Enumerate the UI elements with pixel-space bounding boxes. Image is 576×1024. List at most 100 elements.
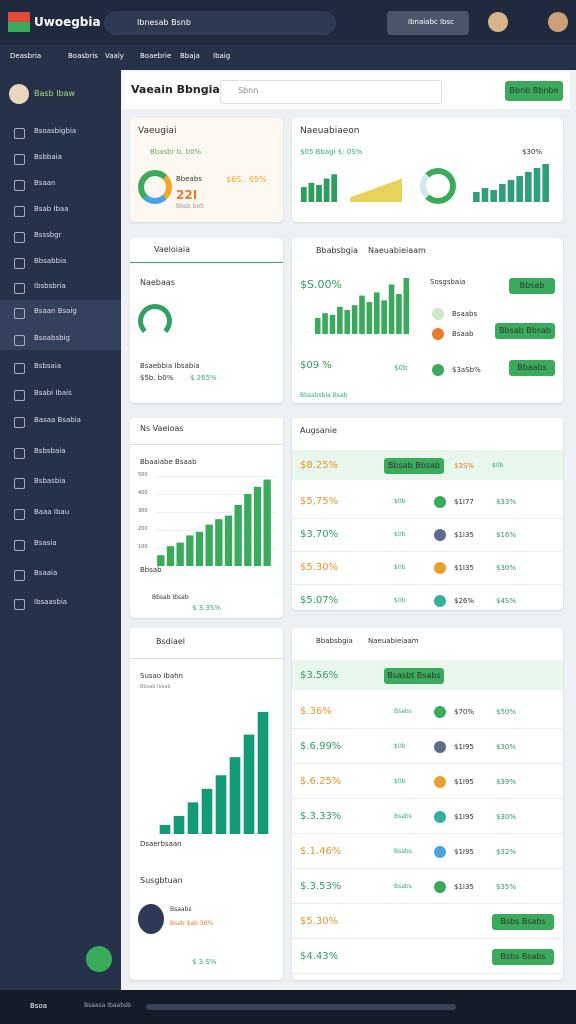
- sidebar-item[interactable]: Ibsaasbia: [34, 598, 68, 606]
- button[interactable]: Bsbs Bsabs: [492, 949, 554, 965]
- label: $5b. b0%: [140, 374, 174, 382]
- sidebar-icon: [14, 390, 25, 401]
- button[interactable]: Bbsab Bbsab: [495, 323, 555, 339]
- label: Bbsab Ibsab: [140, 684, 171, 690]
- cell-tag: $0b: [394, 597, 406, 604]
- card: Naeuabiaeon $05 Bbagi $: 0S% $30%: [292, 118, 563, 222]
- cell-value: $.1.46%: [300, 846, 342, 857]
- button[interactable]: Bbsab Bbsab: [384, 458, 444, 474]
- cell-amount: $1I77: [454, 498, 474, 506]
- nav-bar: [0, 45, 576, 70]
- sidebar-item[interactable]: Bsaan: [34, 179, 56, 187]
- bar-chart: [314, 278, 410, 334]
- cell-pct: $16%: [496, 531, 517, 539]
- sidebar-icon: [14, 258, 25, 269]
- search-text: Ibnesab Bsnb: [137, 18, 191, 27]
- fab[interactable]: [86, 946, 112, 972]
- sidebar-item[interactable]: Bsbsaia: [34, 362, 62, 370]
- profile-photo: [138, 904, 164, 934]
- status-dot: [432, 364, 444, 376]
- bar: [300, 187, 307, 202]
- label: Bbsab: [140, 566, 162, 574]
- bar: [337, 306, 343, 334]
- bar-chart: [157, 479, 271, 566]
- sidebar-item[interactable]: Bsbsbaia: [34, 447, 66, 455]
- bar: [263, 479, 271, 566]
- sidebar-icon: [14, 448, 25, 459]
- cell-value: $5.07%: [300, 595, 339, 606]
- search-box[interactable]: [104, 11, 336, 35]
- row-divider: [292, 518, 563, 519]
- status-dot: [434, 595, 446, 607]
- label: 22I: [176, 188, 198, 202]
- nav-item[interactable]: Boaebrie: [140, 52, 172, 60]
- bar: [329, 314, 336, 334]
- sidebar-item[interactable]: Basaa Bsabia: [34, 416, 81, 424]
- label: Bsaabs: [452, 310, 478, 318]
- nav-item[interactable]: Deasbria: [10, 52, 42, 60]
- cta-button[interactable]: Bbnb Bbnbe: [505, 81, 563, 101]
- main-search[interactable]: [220, 80, 442, 104]
- sidebar-icon: [14, 283, 25, 294]
- sidebar-item[interactable]: Bsabi Ibais: [34, 389, 72, 397]
- bar: [381, 300, 387, 334]
- cell-amount: $1I95: [454, 743, 474, 751]
- button[interactable]: Bsasbt Bsabs: [384, 668, 444, 684]
- label: Naeuabieiaam: [368, 637, 419, 645]
- cell-value: $5.30%: [300, 916, 339, 927]
- cell-amount: $1I35: [454, 883, 474, 891]
- bar: [157, 555, 165, 566]
- y-tick-label: 500: [138, 472, 148, 478]
- button[interactable]: Bbaabs: [509, 360, 555, 376]
- nav-item[interactable]: Bbaja: [180, 52, 200, 60]
- sidebar-icon: [14, 540, 25, 551]
- sidebar-item[interactable]: Bsoabsbig: [34, 334, 70, 342]
- main-header: [122, 71, 570, 109]
- sidebar-item[interactable]: Bsoasbigbia: [34, 127, 77, 135]
- sidebar-item[interactable]: Bsbbaia: [34, 153, 62, 161]
- sidebar-item[interactable]: Baaa Ibau: [34, 508, 70, 516]
- cell-tag: $0b: [394, 498, 406, 505]
- bar: [366, 302, 373, 334]
- bar: [481, 188, 489, 202]
- sidebar-item[interactable]: Bsbasbia: [34, 477, 66, 485]
- sidebar: [0, 70, 121, 990]
- cell-value: $.6.25%: [300, 776, 342, 787]
- sidebar-item[interactable]: Bsab Ibaa: [34, 205, 69, 213]
- cell-pct: $30%: [496, 743, 517, 751]
- cell-tag: $0b: [394, 743, 406, 750]
- scrollbar[interactable]: [146, 1004, 456, 1010]
- avatar[interactable]: [548, 12, 568, 32]
- nav-item[interactable]: Ibaig: [213, 52, 231, 60]
- user-chip[interactable]: [387, 11, 469, 35]
- sidebar-item[interactable]: Ibsbsbria: [34, 282, 66, 290]
- label: Vaeugiai: [138, 126, 177, 136]
- row-divider: [292, 584, 563, 585]
- sidebar-item[interactable]: Bsasia: [34, 539, 57, 547]
- area-chart: [350, 174, 402, 202]
- label: $05 Bbagi $: 0S%: [300, 148, 363, 156]
- card: Ns Vaeioas Bbaaiabe Bsaab 100 200 300 400 500 B…: [130, 418, 283, 618]
- nav-item[interactable]: Vaaly: [105, 52, 124, 60]
- button[interactable]: Bbsab: [509, 278, 555, 294]
- nav-item[interactable]: Boasbris: [68, 52, 98, 60]
- sidebar-icon: [14, 478, 25, 489]
- bar: [323, 178, 330, 202]
- grid-line: [156, 494, 276, 495]
- bar: [176, 542, 184, 566]
- label: Bbsab Ibsab: [152, 594, 189, 601]
- label: Susgbtuan: [140, 876, 183, 885]
- label: Naeuabiaeon: [300, 126, 360, 136]
- bar-chart: [473, 164, 549, 202]
- sidebar-item[interactable]: Bsssbgr: [34, 231, 62, 239]
- button[interactable]: Bsbs Bsabs: [492, 914, 554, 930]
- label: Bbabsbgia: [316, 246, 358, 255]
- bar: [186, 535, 194, 566]
- avatar[interactable]: [488, 12, 508, 32]
- label: Sosgsbaia: [430, 278, 466, 286]
- sidebar-item[interactable]: Bbsabbia: [34, 257, 67, 265]
- sidebar-item[interactable]: Bsaan Bsaig: [34, 307, 77, 315]
- bar: [533, 168, 541, 202]
- sidebar-item[interactable]: Bsaaia: [34, 569, 58, 577]
